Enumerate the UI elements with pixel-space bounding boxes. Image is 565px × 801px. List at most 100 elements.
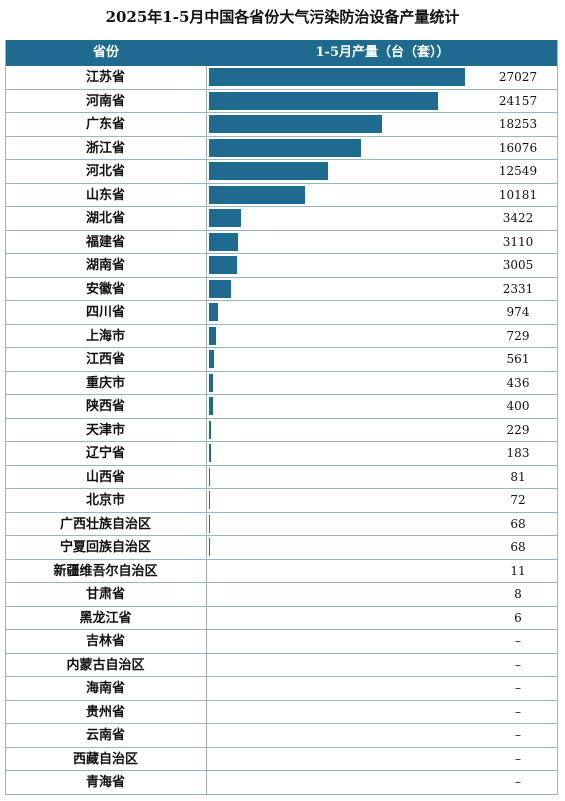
table-row: 江西省 561: [5, 348, 558, 372]
value-label: 10181: [498, 187, 538, 202]
table-row: 云南省 –: [5, 724, 558, 748]
output-bar: [209, 91, 438, 110]
table-row: 湖南省 3005: [5, 254, 558, 278]
province-label: 宁夏回族自治区: [5, 536, 207, 559]
table-row: 内蒙古自治区 –: [5, 653, 558, 677]
province-label: 吉林省: [5, 630, 207, 653]
province-label: 湖北省: [5, 207, 207, 230]
value-label: 2331: [502, 281, 534, 296]
table-row: 广东省 18253: [5, 113, 558, 137]
province-label: 广西壮族自治区: [5, 512, 207, 535]
table-row: 山西省 81: [5, 465, 558, 489]
province-label: 安徽省: [5, 277, 207, 300]
table-row: 四川省 974: [5, 301, 558, 325]
output-bar: [209, 162, 328, 180]
table-row: 黑龙江省 6: [5, 606, 558, 630]
output-bar: [209, 256, 237, 274]
value-label: 3110: [502, 234, 534, 249]
province-label: 江苏省: [5, 66, 207, 89]
output-bar: [209, 350, 214, 368]
province-label: 北京市: [5, 489, 207, 512]
table-row: 广西壮族自治区 68: [5, 512, 558, 536]
value-label: 12549: [498, 164, 538, 178]
value-label: –: [515, 751, 521, 766]
output-bar: [209, 491, 210, 509]
province-label: 山东省: [5, 183, 207, 206]
value-label: –: [515, 657, 521, 672]
value-label: 729: [506, 328, 530, 343]
table-header: 省份 1-5月产量（台（套））: [5, 40, 558, 66]
province-label: 江西省: [5, 348, 207, 371]
province-label: 陕西省: [5, 395, 207, 418]
table-row: 河南省 24157: [5, 89, 558, 113]
value-label: 436: [506, 375, 530, 390]
table-row: 重庆市 436: [5, 371, 558, 395]
province-label: 辽宁省: [5, 442, 207, 465]
value-label: –: [515, 775, 521, 789]
output-bar: [209, 185, 305, 204]
table-row: 山东省 10181: [5, 183, 558, 207]
table-row: 天津市 229: [5, 418, 558, 442]
output-bar: [209, 397, 213, 415]
table-row: 辽宁省 183: [5, 442, 558, 466]
value-label: 72: [510, 493, 526, 507]
value-label: 27027: [498, 70, 538, 84]
province-label: 贵州省: [5, 700, 207, 723]
table-row: 贵州省 –: [5, 700, 558, 724]
province-label: 四川省: [5, 301, 207, 324]
chart-title: 2025年1-5月中国各省份大气污染防治设备产量统计: [105, 8, 460, 26]
province-label: 天津市: [5, 418, 207, 441]
table-row: 河北省 12549: [5, 160, 558, 184]
output-bar: [209, 326, 216, 345]
output-bar: [209, 115, 382, 133]
value-label: 6: [514, 610, 522, 625]
header-output: 1-5月产量（台（套））: [315, 45, 450, 60]
province-label: 云南省: [5, 724, 207, 747]
value-label: –: [515, 634, 521, 648]
province-label: 上海市: [5, 324, 207, 347]
value-label: –: [515, 681, 521, 695]
output-bar: [209, 373, 213, 392]
value-label: 229: [506, 422, 530, 437]
value-label: 561: [506, 352, 530, 366]
output-bar: [209, 209, 241, 227]
province-label: 浙江省: [5, 136, 207, 159]
value-label: 68: [510, 516, 526, 531]
province-label: 湖南省: [5, 254, 207, 277]
province-label: 青海省: [5, 771, 207, 794]
province-label: 重庆市: [5, 371, 207, 394]
province-label: 甘肃省: [5, 583, 207, 606]
province-label: 海南省: [5, 677, 207, 700]
output-bar: [209, 232, 238, 251]
value-label: 400: [506, 399, 530, 413]
value-label: 11: [510, 563, 526, 578]
output-bar: [209, 444, 211, 462]
value-label: 68: [510, 540, 526, 554]
table-row: 上海市 729: [5, 324, 558, 348]
value-label: 3005: [502, 258, 534, 272]
table-row: 浙江省 16076: [5, 136, 558, 160]
value-label: 24157: [498, 93, 538, 108]
province-label: 西藏自治区: [5, 747, 207, 770]
table-row: 北京市 72: [5, 489, 558, 513]
province-label: 新疆维吾尔自治区: [5, 559, 207, 582]
output-bar: [209, 138, 361, 157]
value-label: 183: [506, 446, 530, 460]
table-row: 青海省 –: [5, 771, 558, 795]
province-label: 广东省: [5, 113, 207, 136]
output-bar: [209, 467, 210, 486]
value-label: 8: [514, 587, 522, 601]
province-label: 河北省: [5, 160, 207, 183]
value-label: 16076: [498, 140, 538, 155]
output-bar: [209, 303, 218, 321]
table-row: 湖北省 3422: [5, 207, 558, 231]
output-bar: [209, 420, 211, 439]
table-row: 宁夏回族自治区 68: [5, 536, 558, 560]
table-row: 甘肃省 8: [5, 583, 558, 607]
province-label: 河南省: [5, 89, 207, 112]
province-label: 福建省: [5, 230, 207, 253]
output-bar: [209, 279, 231, 298]
header-province: 省份: [92, 45, 119, 60]
table-row: 西藏自治区 –: [5, 747, 558, 771]
value-label: –: [515, 728, 521, 742]
